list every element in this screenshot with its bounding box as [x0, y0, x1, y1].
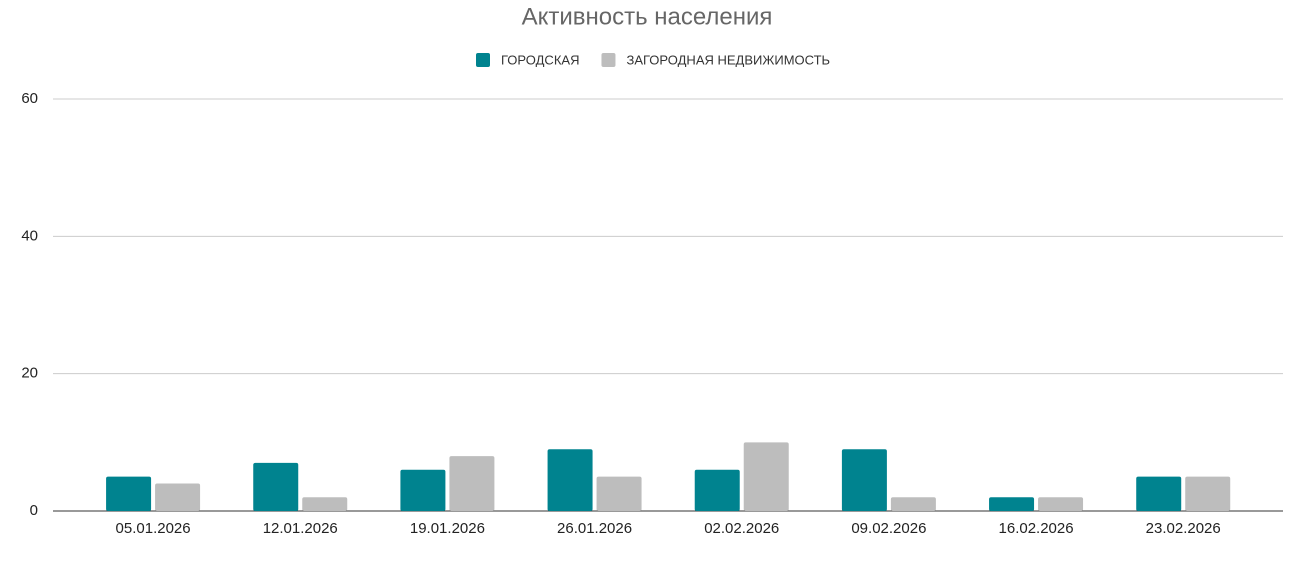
bar	[253, 462, 299, 511]
legend-swatch	[476, 53, 490, 67]
legend-swatch	[601, 53, 616, 67]
bar	[841, 449, 887, 511]
x-tick-label: 09.02.2026	[851, 520, 926, 537]
bar	[400, 469, 446, 511]
x-tick-label: 12.01.2026	[263, 520, 338, 537]
x-tick-label: 23.02.2026	[1146, 520, 1221, 537]
bar	[1136, 476, 1182, 511]
bar	[547, 449, 593, 511]
bar	[302, 497, 348, 511]
y-tick-label: 40	[21, 227, 38, 244]
bar	[596, 476, 642, 511]
x-tick-label: 02.02.2026	[704, 520, 779, 537]
x-tick-label: 19.01.2026	[410, 520, 485, 537]
legend-label: ГОРОДСКАЯ	[501, 52, 579, 67]
bar	[106, 476, 152, 511]
bar	[743, 442, 789, 511]
legend-label: ЗАГОРОДНАЯ НЕДВИЖИМОСТЬ	[626, 52, 830, 67]
y-tick-label: 20	[21, 365, 38, 382]
legend: ГОРОДСКАЯ ЗАГОРОДНАЯ НЕДВИЖИМОСТЬ	[476, 52, 830, 67]
y-tick-label: 0	[30, 502, 38, 519]
bar	[989, 497, 1035, 511]
bar	[449, 456, 495, 511]
bar	[694, 469, 740, 511]
bar	[155, 483, 201, 511]
chart-title: Активность населения	[522, 3, 773, 30]
x-tick-label: 05.01.2026	[116, 520, 191, 537]
x-tick-label: 16.02.2026	[999, 520, 1074, 537]
y-tick-label: 60	[21, 90, 38, 107]
bar	[1185, 476, 1231, 511]
bar	[1038, 497, 1084, 511]
x-tick-label: 26.01.2026	[557, 520, 632, 537]
bar	[890, 497, 936, 511]
